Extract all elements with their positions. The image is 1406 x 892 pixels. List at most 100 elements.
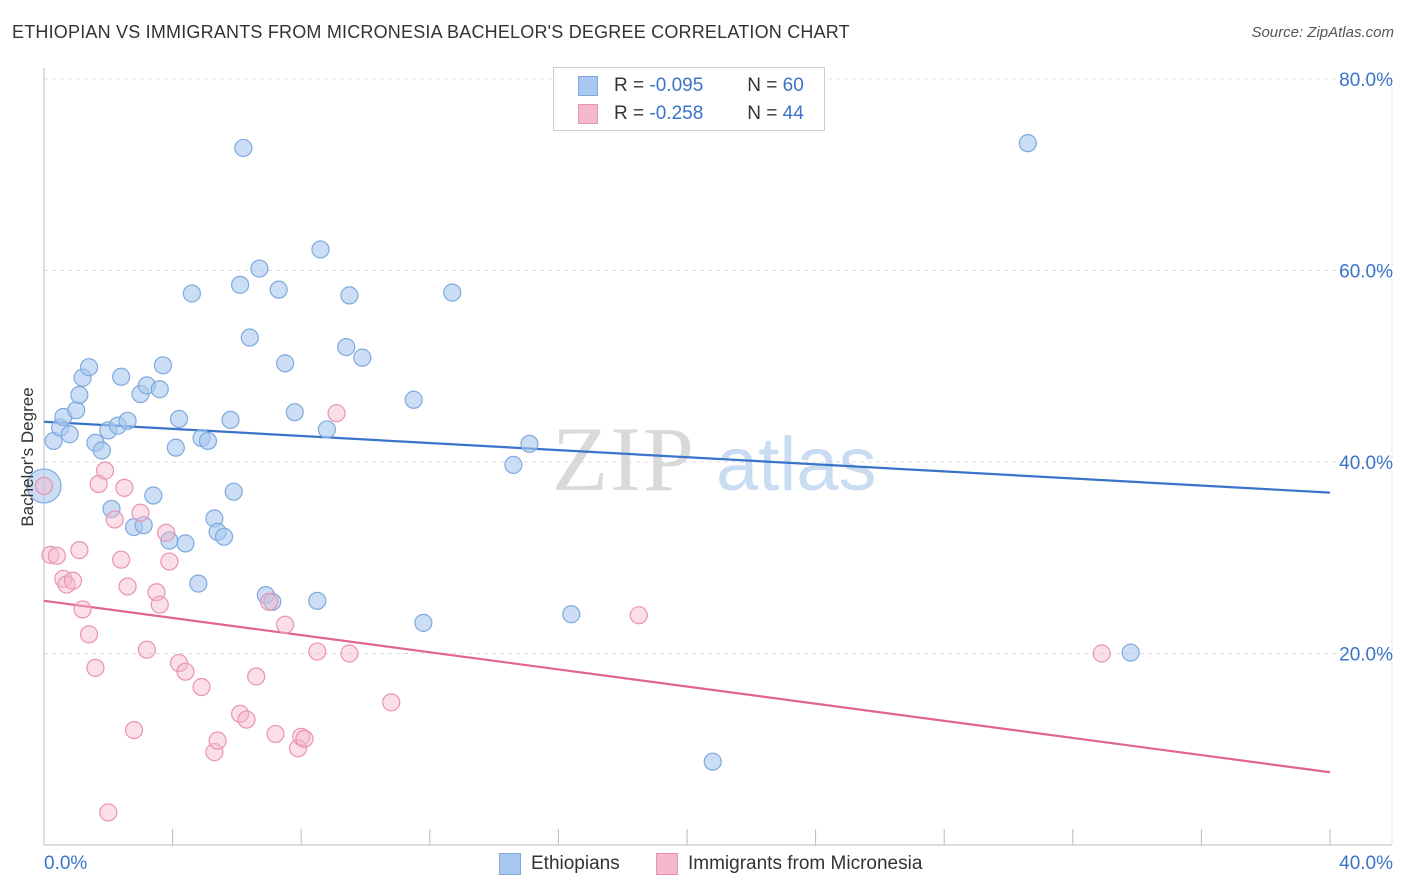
axes bbox=[43, 68, 1392, 846]
point-micronesia bbox=[105, 510, 124, 529]
n-value-micronesia: 44 bbox=[782, 103, 804, 124]
point-micronesia bbox=[99, 803, 118, 822]
watermark: ZIP atlas bbox=[552, 408, 877, 510]
point-micronesia bbox=[247, 667, 266, 686]
point-micronesia bbox=[292, 727, 311, 746]
point-micronesia bbox=[327, 404, 346, 423]
point-micronesia bbox=[124, 720, 144, 740]
point-micronesia bbox=[276, 615, 295, 634]
trend-line-ethiopians bbox=[43, 420, 1331, 494]
point-ethiopians bbox=[520, 434, 539, 453]
point-micronesia bbox=[295, 729, 314, 748]
point-ethiopians bbox=[311, 240, 330, 259]
point-micronesia bbox=[288, 739, 308, 758]
point-ethiopians bbox=[70, 385, 89, 405]
x-tick-label: 0.0% bbox=[44, 853, 87, 874]
point-micronesia bbox=[150, 595, 169, 614]
trend-lines bbox=[43, 420, 1331, 774]
n-value-ethiopians: 60 bbox=[782, 75, 804, 96]
y-tick-label: 80.0% bbox=[1339, 70, 1393, 91]
point-ethiopians bbox=[224, 482, 243, 501]
legend-item-ethiopians: Ethiopians bbox=[499, 852, 620, 876]
point-ethiopians bbox=[60, 425, 79, 444]
y-tick-label: 40.0% bbox=[1339, 453, 1393, 474]
point-micronesia bbox=[340, 644, 359, 663]
point-ethiopians bbox=[317, 420, 337, 439]
swatch-blue bbox=[499, 853, 521, 875]
point-ethiopians bbox=[118, 411, 137, 430]
point-ethiopians bbox=[269, 280, 288, 299]
point-micronesia bbox=[73, 600, 92, 619]
x-tick-label: 40.0% bbox=[1339, 853, 1393, 874]
point-micronesia bbox=[382, 693, 401, 712]
r-label: R = bbox=[614, 103, 645, 124]
point-ethiopians bbox=[234, 138, 253, 158]
point-ethiopians bbox=[250, 259, 269, 278]
legend-item-micronesia: Immigrants from Micronesia bbox=[656, 852, 922, 876]
point-ethiopians bbox=[79, 358, 99, 377]
point-micronesia bbox=[115, 478, 134, 497]
point-ethiopians bbox=[92, 441, 111, 460]
point-micronesia bbox=[79, 625, 99, 644]
y-axis-label: Bachelor's Degree bbox=[18, 387, 37, 526]
point-ethiopians bbox=[182, 284, 201, 303]
swatch-blue bbox=[578, 76, 598, 96]
point-micronesia bbox=[157, 523, 176, 542]
point-ethiopians bbox=[276, 354, 295, 373]
y-tick-label: 60.0% bbox=[1339, 262, 1393, 283]
correlation-legend: R = -0.095 N = 60 R = -0.258 N = 44 bbox=[553, 67, 825, 131]
point-ethiopians bbox=[189, 574, 208, 593]
point-micronesia bbox=[34, 476, 54, 496]
point-micronesia bbox=[208, 731, 227, 750]
point-micronesia bbox=[1092, 644, 1111, 663]
point-micronesia bbox=[629, 606, 648, 625]
y-tick-label: 20.0% bbox=[1339, 645, 1393, 666]
point-ethiopians bbox=[240, 328, 259, 347]
swatch-pink bbox=[656, 853, 678, 875]
point-ethiopians bbox=[150, 380, 169, 399]
point-ethiopians bbox=[414, 613, 433, 632]
legend-row-micronesia: R = -0.258 N = 44 bbox=[578, 102, 804, 126]
point-micronesia bbox=[63, 571, 83, 590]
point-micronesia bbox=[176, 662, 195, 681]
point-ethiopians bbox=[404, 390, 423, 409]
tick-labels: 20.0% 40.0% 60.0% 80.0% 0.0% 40.0% bbox=[44, 70, 1393, 874]
point-ethiopians bbox=[337, 338, 356, 357]
watermark-atlas: atlas bbox=[716, 422, 877, 507]
watermark-zip: ZIP bbox=[552, 408, 696, 510]
n-label: N = bbox=[747, 103, 778, 124]
r-value-ethiopians: -0.095 bbox=[649, 75, 704, 96]
n-label: N = bbox=[747, 75, 778, 96]
point-ethiopians bbox=[153, 356, 173, 375]
point-ethiopians bbox=[308, 591, 327, 610]
point-ethiopians bbox=[340, 286, 359, 305]
point-ethiopians bbox=[285, 403, 304, 422]
point-ethiopians bbox=[1121, 643, 1140, 662]
point-ethiopians bbox=[67, 401, 86, 420]
point-micronesia bbox=[266, 724, 285, 744]
point-micronesia bbox=[70, 540, 89, 560]
point-micronesia bbox=[95, 461, 115, 480]
point-micronesia bbox=[41, 545, 60, 564]
point-ethiopians bbox=[176, 534, 195, 553]
point-ethiopians bbox=[214, 527, 234, 546]
point-ethiopians bbox=[1018, 134, 1037, 153]
point-ethiopians bbox=[443, 283, 462, 302]
point-ethiopians bbox=[353, 348, 372, 367]
point-micronesia bbox=[112, 550, 131, 569]
point-ethiopians bbox=[166, 438, 185, 457]
source-label: Source: ZipAtlas.com bbox=[1251, 24, 1394, 41]
point-micronesia bbox=[160, 552, 179, 571]
chart-title: ETHIOPIAN VS IMMIGRANTS FROM MICRONESIA … bbox=[12, 22, 850, 42]
point-micronesia bbox=[237, 710, 256, 729]
point-micronesia bbox=[308, 642, 327, 661]
swatch-pink bbox=[578, 104, 598, 124]
point-micronesia bbox=[137, 640, 156, 659]
point-ethiopians bbox=[169, 409, 189, 429]
point-ethiopians bbox=[198, 431, 218, 451]
point-micronesia bbox=[118, 577, 137, 596]
point-ethiopians bbox=[144, 486, 163, 505]
series-ethiopians bbox=[26, 134, 1140, 771]
r-value-micronesia: -0.258 bbox=[649, 103, 704, 124]
